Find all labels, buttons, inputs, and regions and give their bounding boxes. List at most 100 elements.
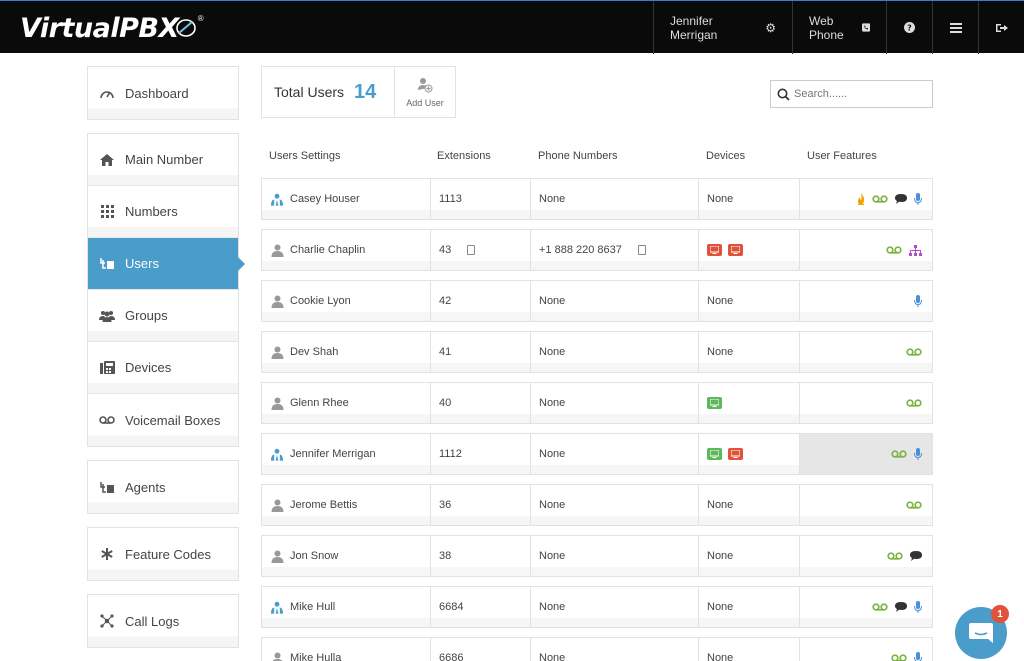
- voicemail-icon[interactable]: [906, 348, 922, 356]
- user-name-cell[interactable]: Glenn Rhee: [262, 383, 431, 423]
- user-name-cell[interactable]: Jennifer Merrigan: [262, 434, 431, 474]
- menu-button[interactable]: [932, 1, 978, 54]
- device-offline-icon[interactable]: [707, 244, 722, 256]
- extension-cell: 42: [431, 281, 531, 321]
- extension-cell: 6686: [431, 638, 531, 661]
- table-row[interactable]: Glenn Rhee 40 None: [261, 382, 933, 424]
- user-features-cell[interactable]: [800, 332, 932, 372]
- user-icon: [270, 498, 284, 512]
- user-features-cell[interactable]: [800, 383, 932, 423]
- sidebar-item-dashboard[interactable]: Dashboard: [88, 67, 238, 119]
- sidebar-item-groups[interactable]: Groups: [88, 290, 238, 342]
- sidebar-item-feature-codes[interactable]: Feature Codes: [88, 528, 238, 580]
- microphone-icon[interactable]: [914, 448, 922, 460]
- top-nav-items: Jennifer Merrigan ⚙ Web Phone ?: [653, 1, 1024, 54]
- devices-value: None: [707, 601, 734, 613]
- voicemail-icon[interactable]: [891, 654, 907, 661]
- web-phone-button[interactable]: Web Phone: [792, 1, 886, 54]
- sidebar-item-main-number[interactable]: Main Number: [88, 134, 238, 186]
- table-row[interactable]: Dev Shah 41 None None: [261, 331, 933, 373]
- user-name-cell[interactable]: Charlie Chaplin: [262, 230, 431, 270]
- user-features-cell[interactable]: [800, 536, 932, 576]
- voicemail-icon[interactable]: [886, 246, 902, 254]
- devices-cell: None: [699, 332, 800, 372]
- user-features-cell[interactable]: [800, 587, 932, 627]
- phone-number-cell: None: [531, 179, 699, 219]
- user-features-cell[interactable]: [800, 638, 932, 661]
- table-row[interactable]: Mike Hull 6684 None None: [261, 586, 933, 628]
- flame-icon[interactable]: [857, 193, 865, 205]
- help-button[interactable]: ?: [886, 1, 932, 54]
- user-name-cell[interactable]: Jerome Bettis: [262, 485, 431, 525]
- sidebar-item-numbers[interactable]: Numbers: [88, 186, 238, 238]
- user-menu[interactable]: Jennifer Merrigan ⚙: [653, 1, 792, 54]
- devices-cell: [699, 230, 800, 270]
- extension-cell: 43: [431, 230, 531, 270]
- sidebar-item-agents[interactable]: Agents: [88, 461, 238, 513]
- device-offline-icon[interactable]: [728, 448, 743, 460]
- device-online-icon[interactable]: [707, 397, 722, 409]
- table-row[interactable]: Cookie Lyon 42 None None: [261, 280, 933, 322]
- user-features-cell[interactable]: [800, 485, 932, 525]
- voicemail-icon[interactable]: [906, 399, 922, 407]
- sidebar-item-voicemail-boxes[interactable]: Voicemail Boxes: [88, 394, 238, 446]
- extension-cell: 40: [431, 383, 531, 423]
- copy-icon[interactable]: [464, 243, 476, 255]
- microphone-icon[interactable]: [914, 193, 922, 205]
- phone-number-value: None: [539, 346, 566, 358]
- chat-icon[interactable]: [895, 602, 907, 612]
- sidebar-item-call-logs[interactable]: Call Logs: [88, 595, 238, 647]
- microphone-icon[interactable]: [914, 652, 922, 661]
- gauge-icon: [96, 87, 118, 99]
- phone-number-cell: None: [531, 536, 699, 576]
- extension-value: 41: [439, 346, 452, 358]
- user-name-cell[interactable]: Dev Shah: [262, 332, 431, 372]
- user-name-cell[interactable]: Cookie Lyon: [262, 281, 431, 321]
- copy-icon[interactable]: [634, 243, 646, 255]
- device-online-icon[interactable]: [707, 448, 722, 460]
- total-users-panel: Total Users 14 Add User: [261, 66, 456, 118]
- sidebar-item-devices[interactable]: Devices: [88, 342, 238, 394]
- user-name-cell[interactable]: Casey Houser: [262, 179, 431, 219]
- user-features-cell[interactable]: [800, 281, 932, 321]
- phone-number-cell: None: [531, 638, 699, 661]
- search-input[interactable]: [794, 88, 924, 100]
- user-name-cell[interactable]: Jon Snow: [262, 536, 431, 576]
- add-user-button[interactable]: Add User: [395, 67, 455, 117]
- user-name-cell[interactable]: Mike Hulla: [262, 638, 431, 661]
- users-sitemap-icon: [96, 257, 118, 270]
- microphone-icon[interactable]: [914, 295, 922, 307]
- voicemail-icon[interactable]: [891, 450, 907, 458]
- top-navbar: VirtualPBX ® Jennifer Merrigan ⚙ Web Pho…: [0, 0, 1024, 54]
- logout-button[interactable]: [978, 1, 1024, 54]
- user-name: Mike Hulla: [290, 652, 342, 661]
- microphone-icon[interactable]: [914, 601, 922, 613]
- user-name: Mike Hull: [290, 601, 336, 613]
- user-features-cell[interactable]: [800, 230, 932, 270]
- table-row[interactable]: Charlie Chaplin 43 +1 888 220 8637: [261, 229, 933, 271]
- device-offline-icon[interactable]: [728, 244, 743, 256]
- phone-number-value: None: [539, 295, 566, 307]
- sitemap-icon[interactable]: [909, 244, 922, 256]
- voicemail-icon[interactable]: [887, 552, 903, 560]
- chat-icon[interactable]: [910, 551, 922, 561]
- sidebar-item-users[interactable]: Users: [88, 238, 245, 290]
- table-row[interactable]: Jon Snow 38 None None: [261, 535, 933, 577]
- user-name-cell[interactable]: Mike Hull: [262, 587, 431, 627]
- user-features-cell[interactable]: [800, 434, 932, 474]
- voicemail-icon[interactable]: [872, 603, 888, 611]
- table-row[interactable]: Mike Hulla 6686 None None: [261, 637, 933, 661]
- chat-icon[interactable]: [895, 194, 907, 204]
- voicemail-icon[interactable]: [872, 195, 888, 203]
- voicemail-icon[interactable]: [906, 501, 922, 509]
- table-row[interactable]: Jerome Bettis 36 None None: [261, 484, 933, 526]
- admin-user-icon: [270, 600, 284, 614]
- table-row[interactable]: Casey Houser 1113 None None: [261, 178, 933, 220]
- phone-square-icon: [861, 23, 870, 32]
- devices-value: None: [707, 346, 734, 358]
- user-icon: [270, 243, 284, 257]
- user-features-cell[interactable]: [800, 179, 932, 219]
- virtualpbx-logo[interactable]: VirtualPBX ®: [20, 11, 204, 45]
- table-row[interactable]: Jennifer Merrigan 1112 None: [261, 433, 933, 475]
- search-box[interactable]: [770, 80, 933, 108]
